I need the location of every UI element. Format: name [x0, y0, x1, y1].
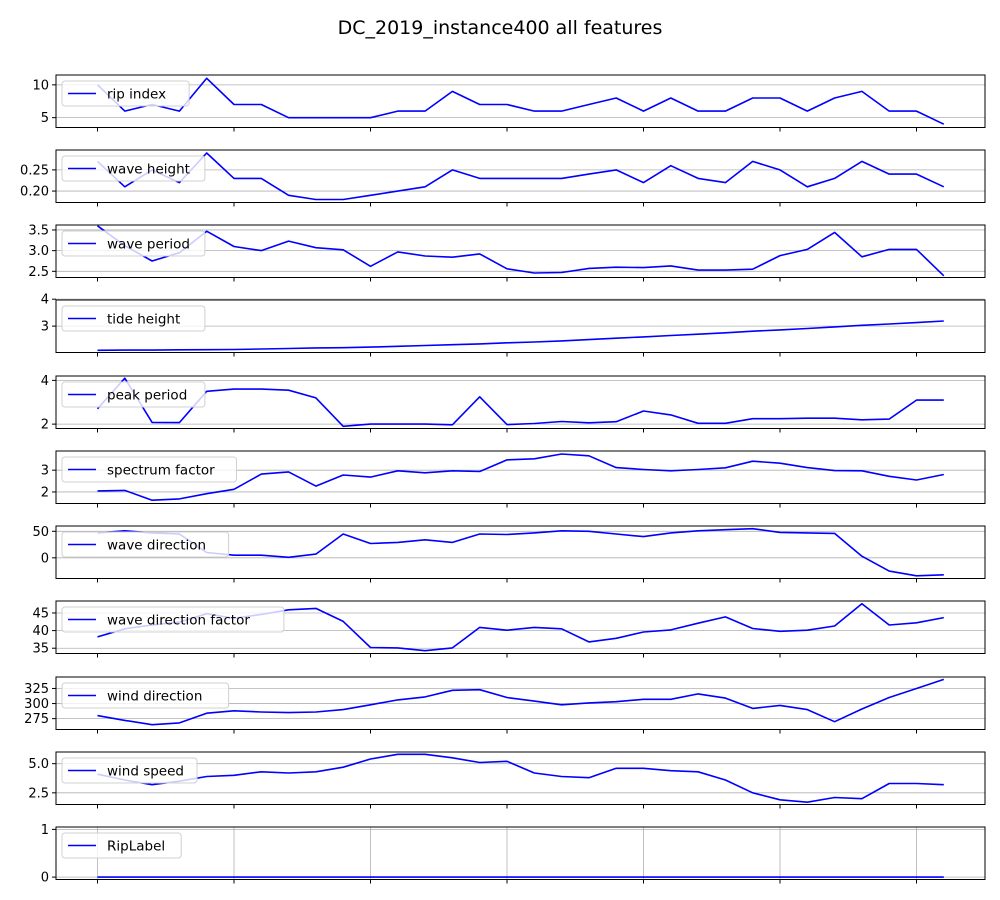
y-tick-label: 5.0 — [28, 757, 49, 772]
legend: RipLabel — [61, 832, 182, 859]
legend: wave height — [61, 155, 206, 182]
y-tick-label: 5 — [41, 111, 49, 126]
legend: rip index — [61, 80, 190, 107]
y-tick-label: 2 — [41, 418, 49, 433]
axes-frame — [55, 299, 986, 353]
subplot-wave-height: 0.20 0.25 wave height — [20, 149, 986, 207]
legend-box — [61, 606, 285, 633]
y-tick-label: 45 — [32, 606, 49, 621]
y-tick-label: 40 — [32, 624, 49, 639]
series-line-peak-period — [96, 377, 944, 428]
legend-label: wind speed — [107, 764, 184, 780]
legend: spectrum factor — [61, 456, 237, 483]
legend-label: peak period — [107, 388, 187, 404]
legend-box — [61, 832, 182, 859]
axes-frame — [55, 375, 986, 429]
legend-label: wave direction factor — [107, 613, 250, 629]
y-tick-label: 325 — [24, 682, 49, 697]
legend: peak period — [61, 381, 206, 408]
subplot-spectrum-factor: 2 3 spectrum factor — [41, 450, 986, 508]
y-tick-label: 1 — [41, 823, 49, 838]
legend-label: wave height — [107, 162, 190, 178]
y-tick-label: 50 — [32, 525, 49, 540]
axes-frame — [55, 224, 986, 278]
y-tick-label: 3.0 — [28, 244, 49, 259]
legend-box — [61, 230, 206, 257]
y-tick-label: 0.20 — [20, 185, 49, 200]
axes-frame — [55, 149, 986, 203]
series-line-wind-direction — [97, 678, 945, 726]
legend: tide height — [61, 305, 206, 332]
legend-label: wave period — [107, 237, 190, 253]
legend-box — [61, 155, 206, 182]
legend: wind direction — [61, 682, 230, 709]
y-tick-label: 4 — [41, 293, 49, 308]
y-tick-label: 2.5 — [28, 265, 49, 280]
legend-box — [61, 531, 230, 558]
legend: wave direction — [61, 531, 230, 558]
y-tick-label: 3 — [41, 464, 49, 479]
axes-frame — [55, 751, 986, 805]
y-tick-label: 2 — [41, 485, 49, 500]
y-tick-label: 300 — [24, 697, 49, 712]
legend-box — [61, 682, 230, 709]
subplot-tide-height: 3 4 tide height — [41, 293, 986, 357]
y-tick-label: 0 — [41, 871, 49, 886]
legend: wave period — [61, 230, 206, 257]
series-line-wind-speed — [97, 753, 944, 804]
series-line-tide-height — [97, 320, 944, 352]
subplot-peak-period: 2 4 peak period — [41, 374, 986, 433]
axes-frame — [55, 525, 986, 579]
figure-title: DC_2019_instance400 all features — [338, 17, 663, 39]
subplot-wave-period: 2.5 3.0 3.5 wave period — [28, 223, 986, 282]
y-tick-label: 275 — [24, 712, 49, 727]
y-tick-label: 3 — [41, 320, 49, 335]
series-line-wave-height — [96, 152, 945, 201]
legend-label: wave direction — [107, 538, 206, 554]
legend-box — [61, 80, 190, 107]
legend: wave direction factor — [61, 606, 285, 633]
series-line-rip-index — [96, 77, 945, 125]
series-line-wave-period — [97, 225, 945, 277]
legend-label: tide height — [107, 312, 180, 328]
legend-label: spectrum factor — [107, 463, 215, 479]
axes-frame — [55, 676, 986, 730]
axes-frame — [55, 74, 986, 128]
axes-frame — [55, 450, 986, 504]
subplot-wave-direction: 0 50 wave direction — [32, 525, 986, 583]
subplot-wave-direction-factor: 35 40 45 wave direction factor — [32, 600, 986, 658]
legend-label: wind direction — [107, 689, 202, 705]
legend: wind speed — [61, 757, 198, 784]
y-tick-label: 10 — [32, 78, 49, 93]
axes-frame — [55, 600, 986, 654]
y-tick-label: 0 — [41, 551, 49, 566]
subplot-riplabel: 0 1 RipLabel — [41, 823, 986, 886]
legend-box — [61, 305, 206, 332]
y-tick-label: 4 — [41, 374, 49, 389]
subplot-rip-index: 5 10 rip index — [32, 74, 986, 132]
legend-box — [61, 757, 198, 784]
y-tick-label: 35 — [32, 642, 49, 657]
series-line-wave-direction — [97, 527, 944, 577]
y-tick-label: 2.5 — [28, 786, 49, 801]
axes-frame — [55, 826, 986, 880]
series-line-spectrum-factor — [97, 453, 944, 502]
legend-label: RipLabel — [107, 839, 165, 855]
y-tick-label: 3.5 — [28, 223, 49, 238]
y-tick-label: 0.25 — [20, 163, 49, 178]
subplot-wind-speed: 2.5 5.0 wind speed — [28, 751, 986, 809]
legend-label: rip index — [107, 87, 166, 103]
legend-box — [61, 381, 206, 408]
legend-box — [61, 456, 237, 483]
